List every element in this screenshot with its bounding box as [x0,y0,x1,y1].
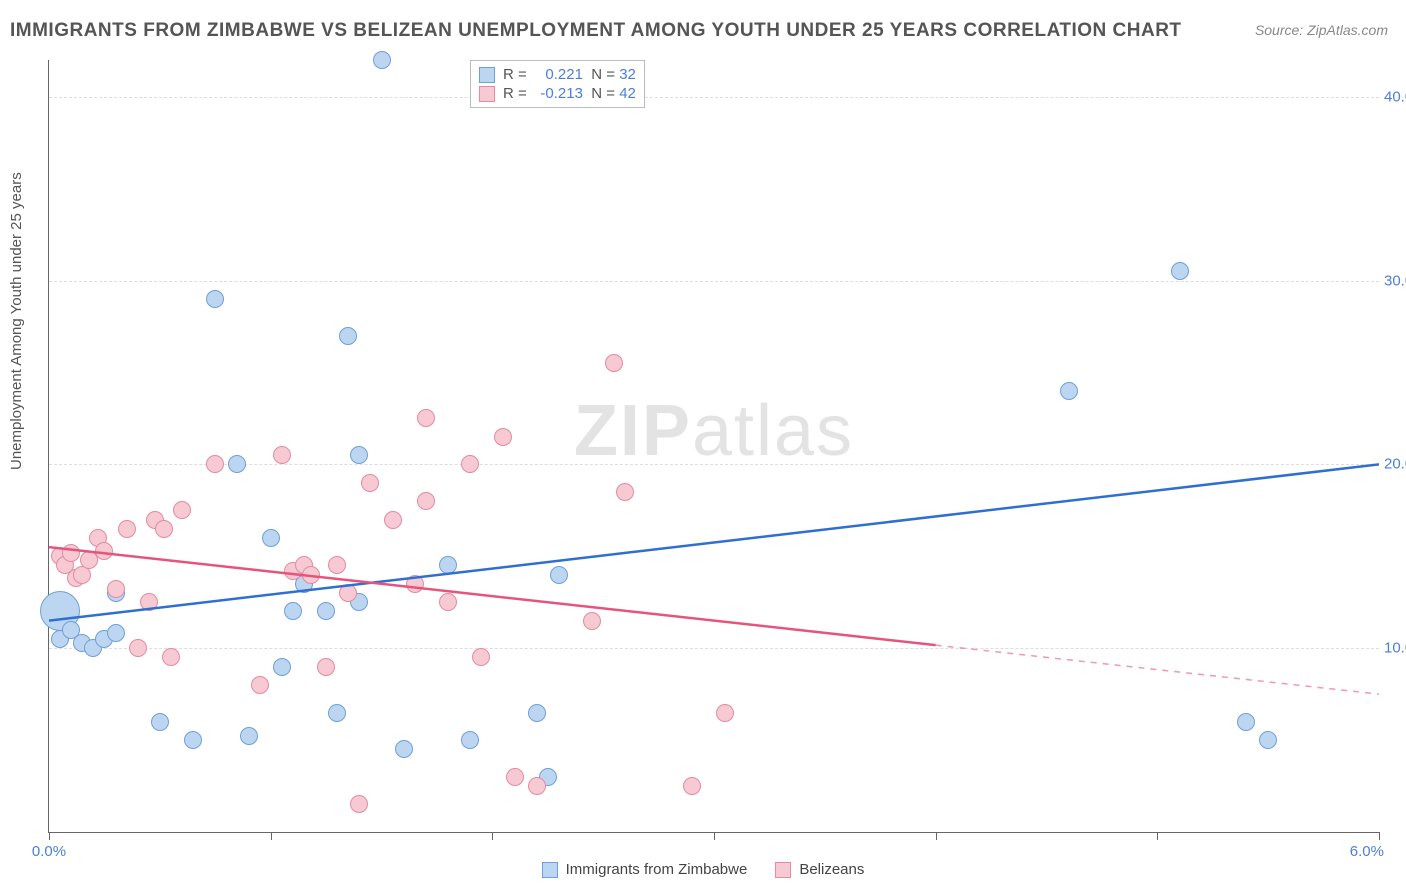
data-point [1060,382,1078,400]
gridline [49,97,1379,98]
legend-label: Immigrants from Zimbabwe [566,861,748,878]
data-point [583,612,601,630]
chart-container: IMMIGRANTS FROM ZIMBABWE VS BELIZEAN UNE… [0,0,1406,892]
data-point [273,658,291,676]
data-point [328,556,346,574]
data-point [107,624,125,642]
y-axis-label: Unemployment Among Youth under 25 years [8,172,25,470]
x-tick [1379,832,1380,840]
data-point [683,777,701,795]
legend-swatch [479,86,495,102]
data-point [262,529,280,547]
data-point [406,575,424,593]
x-tick-label: 6.0% [1350,843,1384,860]
data-point [361,474,379,492]
y-tick-label: 40.0% [1384,88,1406,105]
data-point [140,593,158,611]
data-point [461,455,479,473]
data-point [173,501,191,519]
data-point [339,327,357,345]
data-point [339,584,357,602]
data-point [273,446,291,464]
gridline [49,281,1379,282]
data-point [317,658,335,676]
legend-text: R = -0.213 N = 42 [503,85,636,102]
y-tick-label: 10.0% [1384,640,1406,657]
data-point [129,639,147,657]
data-point [302,566,320,584]
plot-area: ZIPatlas 10.0%20.0%30.0%40.0%0.0%6.0% [48,60,1379,833]
data-point [62,544,80,562]
legend-swatch [479,67,495,83]
data-point [328,704,346,722]
legend-item: Belizeans [775,861,864,878]
data-point [550,566,568,584]
correlation-legend: R = 0.221 N = 32 R = -0.213 N = 42 [470,60,645,108]
x-tick [49,832,50,840]
data-point [528,777,546,795]
legend-row: R = -0.213 N = 42 [479,84,636,103]
x-tick [271,832,272,840]
data-point [206,455,224,473]
data-point [151,713,169,731]
data-point [350,446,368,464]
data-point [472,648,490,666]
x-tick-label: 0.0% [32,843,66,860]
data-point [439,556,457,574]
data-point [107,580,125,598]
series-legend: Immigrants from Zimbabwe Belizeans [0,861,1406,878]
data-point [206,290,224,308]
x-tick [1157,832,1158,840]
data-point [616,483,634,501]
data-point [528,704,546,722]
data-point [461,731,479,749]
data-point [350,795,368,813]
data-point [317,602,335,620]
legend-row: R = 0.221 N = 32 [479,65,636,84]
data-point [417,409,435,427]
data-point [494,428,512,446]
y-tick-label: 30.0% [1384,272,1406,289]
x-tick [936,832,937,840]
x-tick [714,832,715,840]
data-point [95,542,113,560]
data-point [240,727,258,745]
data-point [251,676,269,694]
x-tick [492,832,493,840]
legend-swatch [542,862,558,878]
trend-lines [49,60,1379,832]
data-point [1237,713,1255,731]
data-point [155,520,173,538]
data-point [373,51,391,69]
legend-swatch [775,862,791,878]
data-point [1259,731,1277,749]
data-point [118,520,136,538]
data-point [384,511,402,529]
legend-item: Immigrants from Zimbabwe [542,861,748,878]
data-point [228,455,246,473]
y-tick-label: 20.0% [1384,456,1406,473]
data-point [284,602,302,620]
data-point [184,731,202,749]
data-point [417,492,435,510]
data-point [716,704,734,722]
gridline [49,464,1379,465]
legend-label: Belizeans [799,861,864,878]
data-point [395,740,413,758]
source-attribution: Source: ZipAtlas.com [1255,22,1388,38]
data-point [162,648,180,666]
data-point [1171,262,1189,280]
data-point [439,593,457,611]
watermark: ZIPatlas [574,390,854,472]
gridline [49,648,1379,649]
data-point [506,768,524,786]
legend-text: R = 0.221 N = 32 [503,66,636,83]
chart-title: IMMIGRANTS FROM ZIMBABWE VS BELIZEAN UNE… [10,20,1182,42]
data-point [605,354,623,372]
